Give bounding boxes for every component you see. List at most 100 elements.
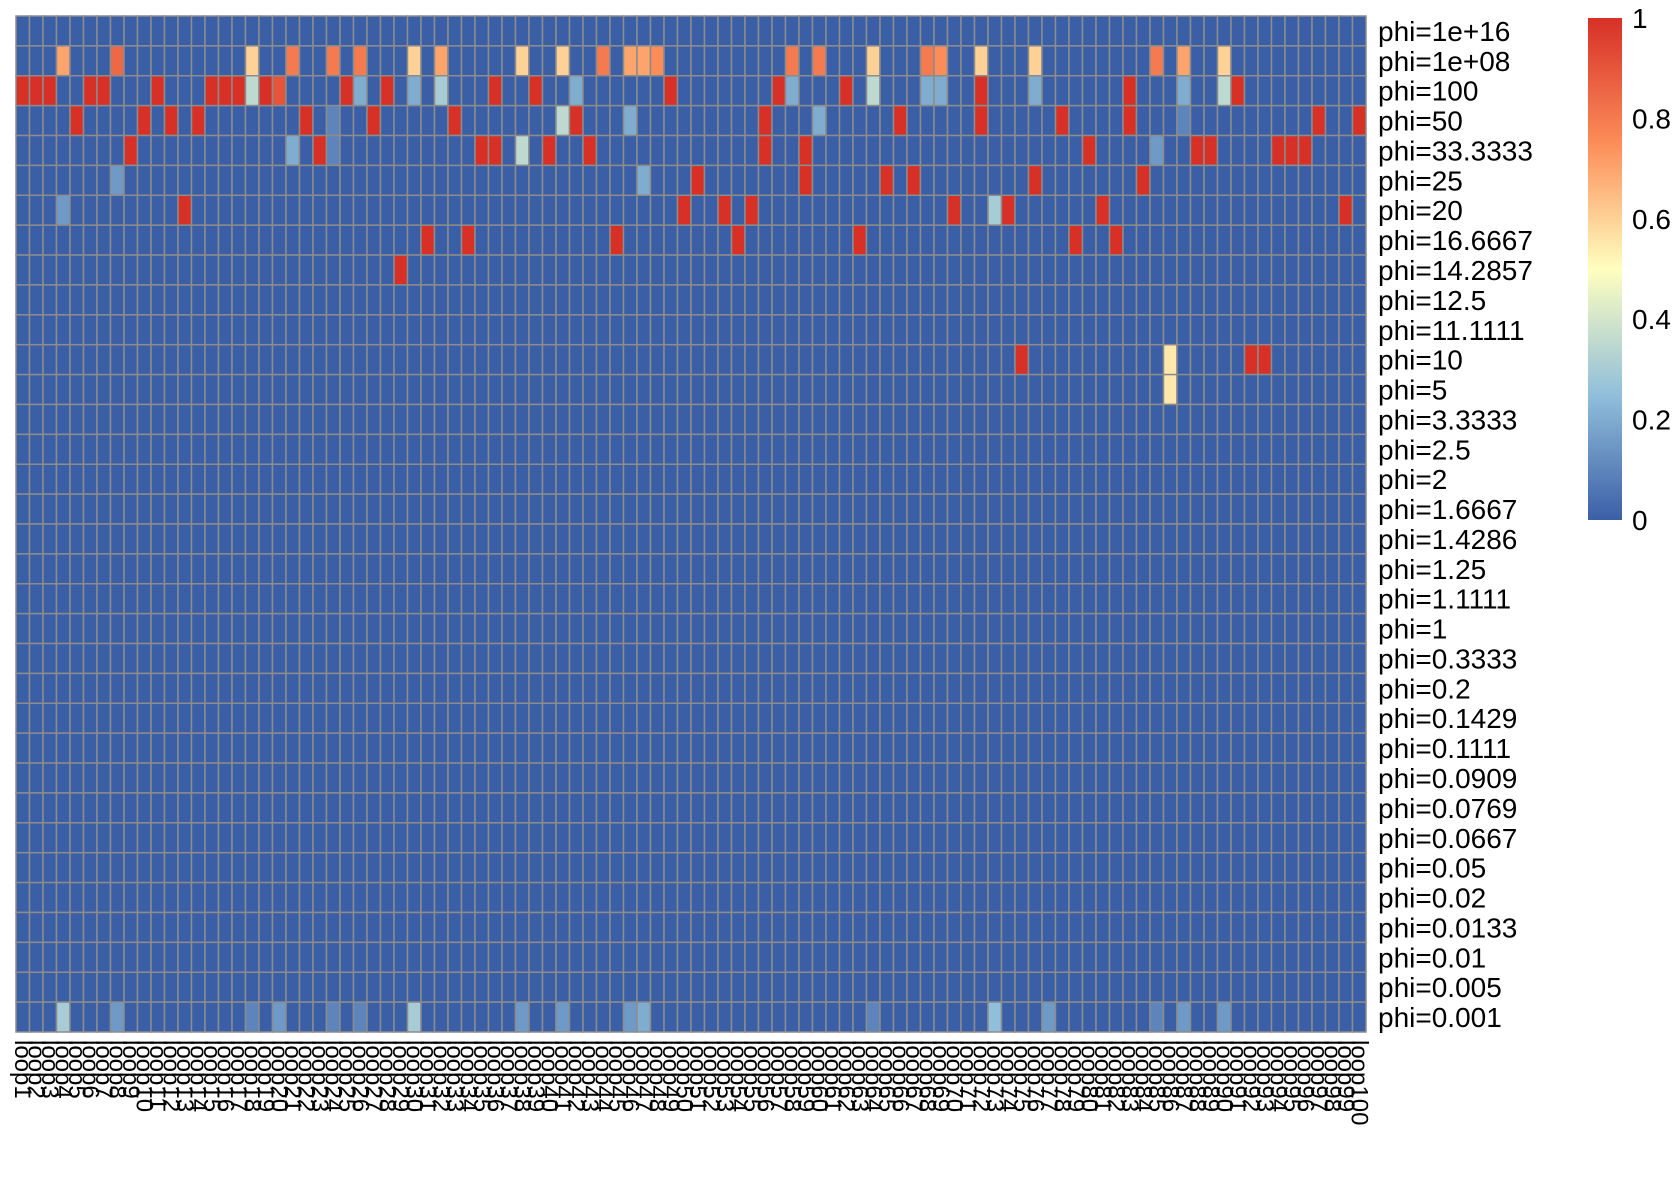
heatmap-cell xyxy=(528,822,544,854)
heatmap-cell xyxy=(946,822,962,854)
heatmap-cell xyxy=(366,15,382,47)
heatmap-cell xyxy=(487,75,503,107)
heatmap-cell xyxy=(879,612,895,645)
heatmap-cell xyxy=(609,343,625,376)
heatmap-cell xyxy=(1149,911,1165,944)
heatmap-cell xyxy=(973,463,989,495)
heatmap-cell xyxy=(433,463,449,495)
column-label: loop41 xyxy=(549,1040,576,1112)
heatmap-cell xyxy=(271,194,287,226)
heatmap-cell xyxy=(1297,164,1313,197)
heatmap-cell xyxy=(811,403,827,436)
heatmap-cell xyxy=(1230,284,1246,316)
heatmap-cell xyxy=(649,134,665,167)
heatmap-cell xyxy=(298,523,314,555)
heatmap-cell xyxy=(568,403,584,436)
heatmap-cell xyxy=(447,433,463,465)
heatmap-cell xyxy=(757,672,773,705)
heatmap-cell xyxy=(96,403,112,436)
heatmap-cell xyxy=(1284,732,1300,764)
heatmap-cell xyxy=(1230,254,1246,286)
heatmap-cell xyxy=(69,433,85,465)
heatmap-cell xyxy=(933,45,949,77)
heatmap-cell xyxy=(1324,343,1340,376)
heatmap-cell xyxy=(784,612,800,645)
heatmap-cell xyxy=(325,822,341,854)
heatmap-cell xyxy=(798,284,814,316)
heatmap-cell xyxy=(1108,134,1124,167)
heatmap-cell xyxy=(555,941,571,973)
heatmap-cell xyxy=(1054,1001,1070,1033)
heatmap-cell xyxy=(312,523,328,555)
heatmap-cell xyxy=(1135,194,1151,226)
heatmap-cell xyxy=(271,15,287,47)
heatmap-cell xyxy=(96,343,112,376)
heatmap-cell xyxy=(906,134,922,167)
heatmap-cell xyxy=(649,702,665,734)
heatmap-cell xyxy=(771,493,787,525)
heatmap-cell xyxy=(541,134,557,167)
heatmap-cell xyxy=(190,433,206,465)
heatmap-cell xyxy=(123,134,139,167)
heatmap-cell xyxy=(352,493,368,525)
heatmap-cell xyxy=(190,941,206,973)
heatmap-cell xyxy=(676,762,692,794)
heatmap-cell xyxy=(433,732,449,764)
heatmap-cell xyxy=(366,224,382,256)
heatmap-cell xyxy=(960,314,976,346)
heatmap-cell xyxy=(892,314,908,346)
heatmap-cell xyxy=(960,45,976,77)
heatmap-cell xyxy=(555,792,571,824)
heatmap-cell xyxy=(406,881,422,914)
heatmap-cell xyxy=(285,493,301,525)
heatmap-cell xyxy=(136,284,152,316)
heatmap-cell xyxy=(1095,881,1111,914)
heatmap-cell xyxy=(1189,583,1205,615)
heatmap-cell xyxy=(460,702,476,734)
heatmap-cell xyxy=(1081,45,1097,77)
heatmap-cell xyxy=(460,254,476,286)
heatmap-cell xyxy=(28,75,44,107)
heatmap-cell xyxy=(55,672,71,705)
heatmap-cell xyxy=(1189,941,1205,973)
heatmap-cell xyxy=(568,523,584,555)
heatmap-cell xyxy=(1297,134,1313,167)
heatmap-cell xyxy=(838,45,854,77)
heatmap-cell xyxy=(1257,75,1273,107)
heatmap-cell xyxy=(285,104,301,137)
heatmap-cell xyxy=(744,851,760,884)
heatmap-cell xyxy=(366,672,382,705)
heatmap-cell xyxy=(1243,881,1259,914)
heatmap-cell xyxy=(379,164,395,197)
heatmap-cell xyxy=(933,194,949,226)
heatmap-cell xyxy=(1027,762,1043,794)
heatmap-cell xyxy=(1149,75,1165,107)
heatmap-cell xyxy=(258,493,274,525)
heatmap-cell xyxy=(1338,851,1354,884)
heatmap-cell xyxy=(217,941,233,973)
heatmap-cell xyxy=(69,284,85,316)
heatmap-cell xyxy=(1095,164,1111,197)
heatmap-cell xyxy=(1230,971,1246,1003)
heatmap-cell xyxy=(960,373,976,406)
heatmap-cell xyxy=(244,314,260,346)
heatmap-cell xyxy=(690,314,706,346)
heatmap-cell xyxy=(1000,433,1016,465)
heatmap-cell xyxy=(1351,702,1367,734)
heatmap-cell xyxy=(1095,553,1111,585)
heatmap-cell xyxy=(150,553,166,585)
heatmap-cell xyxy=(609,1001,625,1033)
heatmap-cell xyxy=(825,612,841,645)
heatmap-cell xyxy=(541,523,557,555)
heatmap-cell xyxy=(865,403,881,436)
heatmap-cell xyxy=(1311,612,1327,645)
heatmap-cell xyxy=(703,612,719,645)
heatmap-cell xyxy=(1270,463,1286,495)
heatmap-cell xyxy=(82,403,98,436)
heatmap-cell xyxy=(582,493,598,525)
heatmap-cell xyxy=(1351,463,1367,495)
heatmap-cell xyxy=(865,612,881,645)
heatmap-cell xyxy=(109,792,125,824)
heatmap-cell xyxy=(55,941,71,973)
heatmap-cell xyxy=(69,612,85,645)
